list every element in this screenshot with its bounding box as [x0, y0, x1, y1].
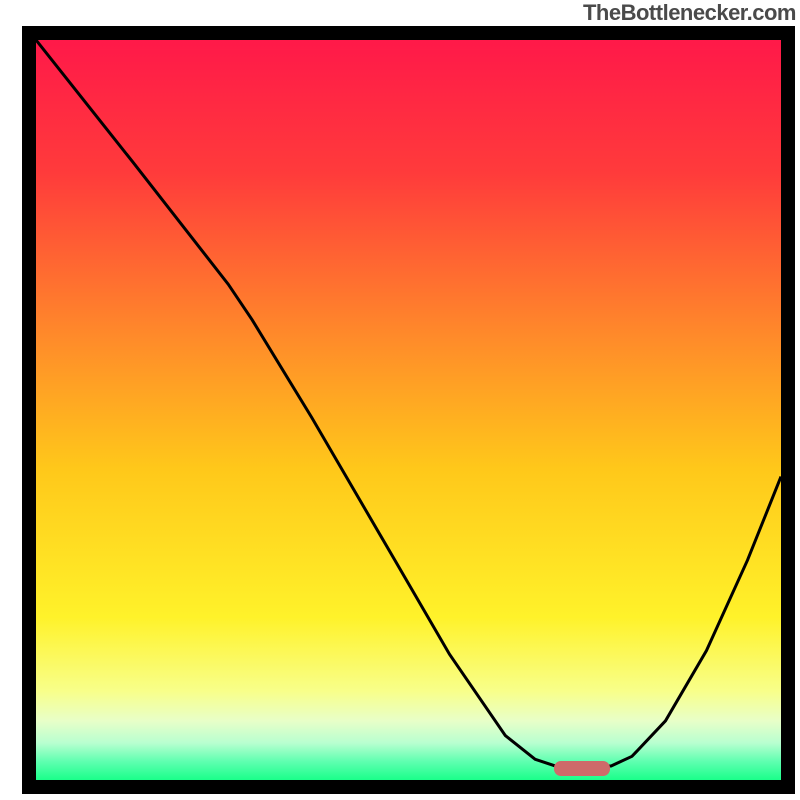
- attribution-text: TheBottlenecker.com: [583, 0, 796, 26]
- plot-area: [22, 26, 795, 794]
- curve-path: [36, 40, 781, 766]
- bottleneck-curve: [36, 40, 781, 780]
- chart-container: { "attribution": { "text": "TheBottlenec…: [0, 0, 800, 800]
- optimal-marker: [554, 761, 610, 776]
